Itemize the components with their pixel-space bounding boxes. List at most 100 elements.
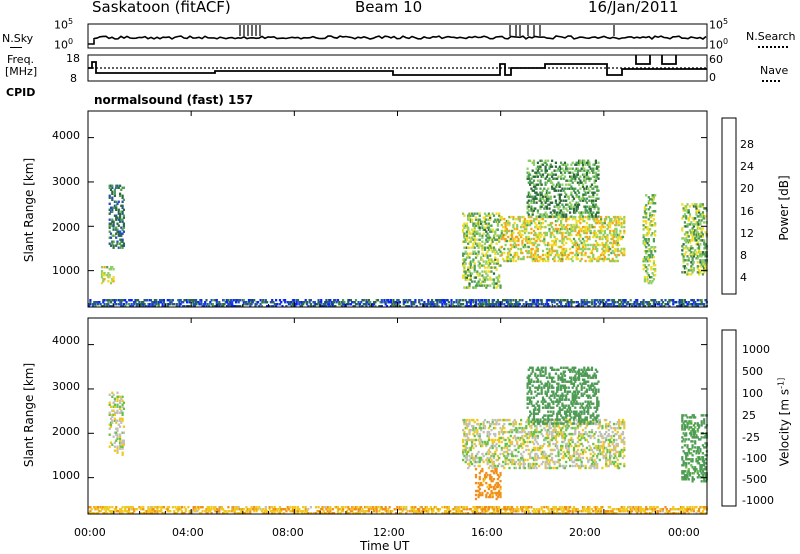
echo-cell: [569, 432, 572, 436]
echo-cell: [478, 493, 481, 497]
echo-cell: [113, 399, 116, 402]
echo-cell: [478, 456, 481, 460]
echo-cell: [494, 238, 497, 241]
echo-cell: [563, 195, 567, 198]
echo-cell: [111, 266, 114, 269]
echo-cell: [468, 284, 471, 287]
echo-cell: [482, 420, 485, 424]
echo-cell: [407, 299, 410, 302]
echo-cell: [111, 192, 114, 195]
echo-cell: [232, 299, 235, 302]
echo-cell: [485, 286, 488, 289]
echo-cell: [116, 435, 119, 438]
echo-cell: [489, 493, 492, 497]
echo-cell: [561, 402, 564, 405]
echo-cell: [527, 171, 530, 174]
echo-cell: [593, 217, 596, 221]
echo-cell: [585, 456, 588, 460]
echo-cell: [616, 247, 619, 251]
echo-cell: [482, 280, 485, 283]
echo-cell: [589, 434, 592, 438]
echo-cell: [569, 201, 572, 204]
echo-cell: [530, 390, 533, 393]
echo-cell: [102, 299, 105, 302]
echo-cell: [553, 187, 556, 190]
echo-cell: [508, 239, 511, 243]
echo-cell: [602, 249, 605, 253]
echo-cell: [548, 440, 551, 444]
echo-cell: [594, 159, 597, 162]
echo-cell: [282, 299, 285, 302]
echo-cell: [511, 245, 514, 249]
echo-cell: [683, 259, 686, 262]
echo-cell: [530, 400, 533, 403]
echo-cell: [541, 257, 545, 261]
echo-cell: [478, 284, 481, 287]
echo-cell: [473, 460, 476, 464]
echo-cell: [525, 249, 528, 253]
echo-cell: [536, 368, 539, 371]
echo-cell: [597, 440, 600, 444]
echo-cell: [619, 454, 622, 458]
echo-cell: [700, 239, 703, 242]
echo-cell: [588, 163, 591, 166]
echo-cell: [612, 456, 616, 460]
echo-cell: [518, 460, 521, 464]
echo-cell: [347, 299, 350, 302]
echo-cell: [285, 305, 288, 308]
echo-cell: [699, 239, 702, 242]
echo-cell: [473, 434, 476, 438]
echo-cell: [532, 462, 536, 466]
echo-cell: [464, 446, 467, 450]
echo-cell: [688, 249, 692, 252]
echo-cell: [499, 254, 502, 257]
echo-cell: [532, 161, 536, 164]
echo-cell: [547, 406, 550, 409]
echo-cell: [652, 248, 655, 251]
echo-cell: [357, 303, 360, 306]
echo-cell: [462, 458, 465, 462]
echo-cell: [620, 305, 623, 308]
echo-cell: [478, 232, 481, 235]
echo-cell: [611, 233, 614, 237]
echo-cell: [464, 299, 467, 302]
echo-cell: [522, 458, 525, 462]
echo-cell: [576, 189, 579, 192]
echo-cell: [109, 232, 113, 235]
echo-cell: [606, 448, 609, 452]
echo-cell: [120, 417, 123, 420]
echo-cell: [560, 177, 563, 180]
echo-cell: [233, 305, 236, 308]
echo-cell: [574, 227, 577, 231]
echo-cell: [471, 266, 474, 269]
echo-cell: [531, 440, 534, 444]
echo-cell: [469, 272, 472, 275]
echo-cell: [536, 211, 539, 214]
echo-cell: [616, 233, 619, 237]
echo-cell: [580, 462, 583, 466]
echo-cell: [553, 189, 556, 192]
echo-cell: [569, 183, 572, 186]
echo-cell: [309, 303, 312, 306]
echo-cell: [504, 221, 507, 225]
echo-cell: [583, 189, 586, 192]
echo-cell: [602, 245, 605, 249]
echo-cell: [688, 229, 692, 232]
echo-cell: [467, 305, 470, 308]
vel-cb-tick-neg100: -100: [742, 452, 767, 465]
echo-cell: [259, 303, 262, 306]
echo-cell: [473, 264, 476, 267]
echo-cell: [476, 270, 479, 273]
power-cb-tick-12: 12: [740, 227, 754, 240]
echo-cell: [354, 303, 358, 306]
echo-cell: [140, 301, 144, 304]
echo-cell: [567, 231, 570, 235]
echo-cell: [499, 218, 502, 221]
echo-cell: [584, 450, 587, 454]
echo-cell: [547, 251, 550, 255]
echo-cell: [103, 305, 106, 308]
echo-cell: [557, 185, 560, 188]
echo-cell: [523, 223, 527, 227]
nave-tick-0: 0: [709, 71, 716, 84]
echo-cell: [544, 466, 547, 470]
